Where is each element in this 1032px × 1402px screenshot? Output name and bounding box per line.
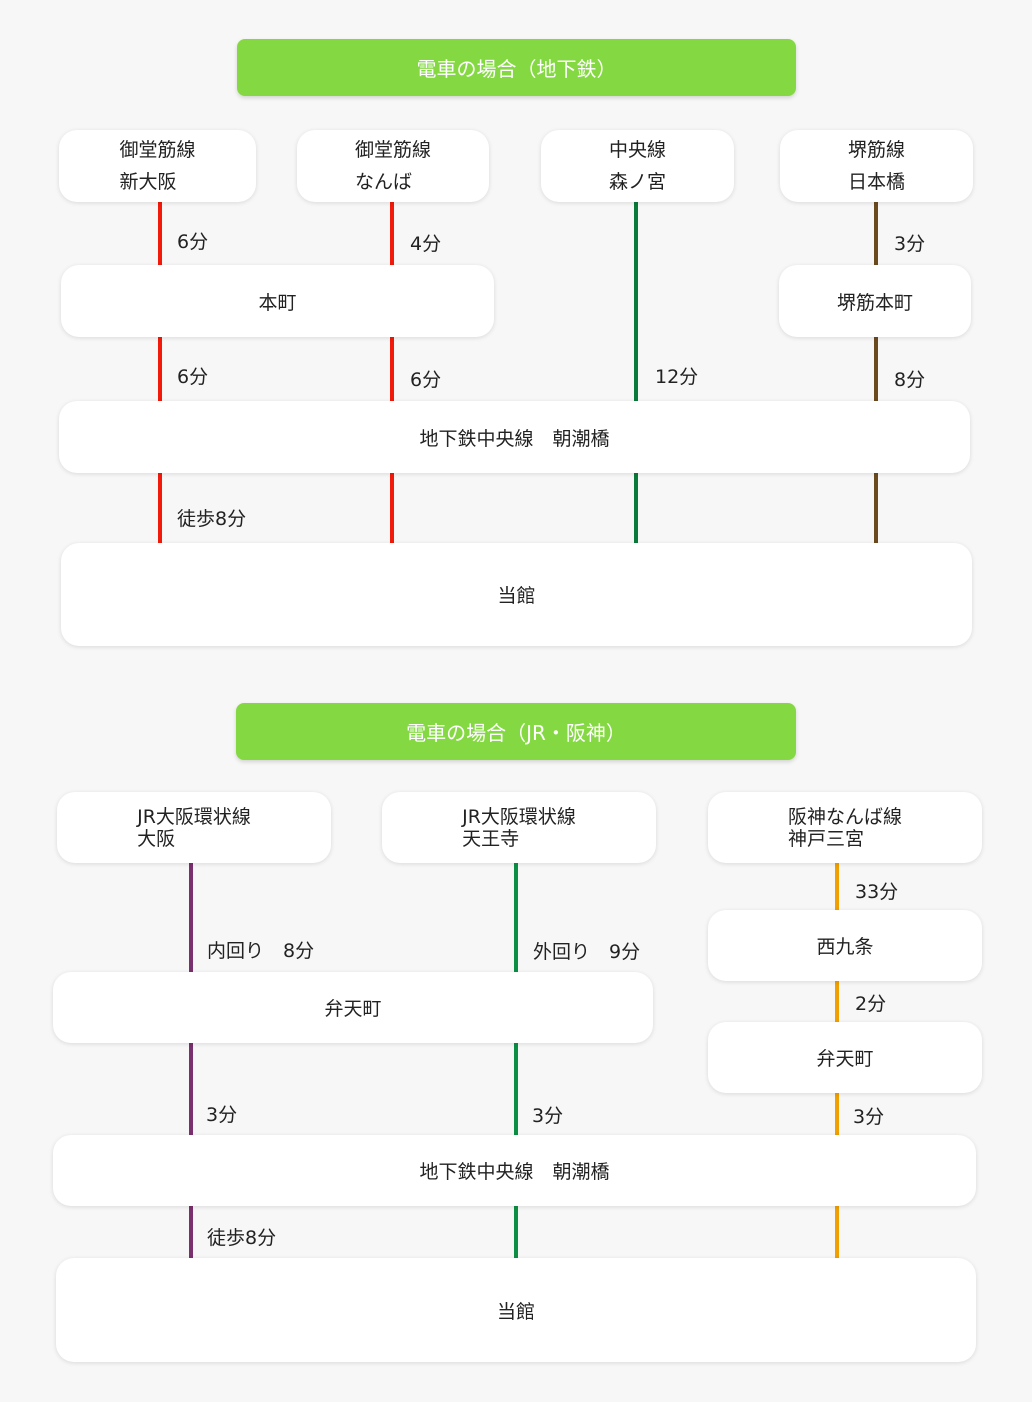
origin-shinosaka: 御堂筋線 新大阪 xyxy=(59,130,256,202)
station-honmachi: 本町 xyxy=(61,265,494,337)
station-sakaisuji-honmachi: 堺筋本町 xyxy=(779,265,971,337)
time-label: 3分 xyxy=(894,233,926,255)
jr-loop-outer-line xyxy=(514,863,518,1258)
station-bentencho-hanshin: 弁天町 xyxy=(708,1022,982,1093)
time-label: 2分 xyxy=(855,993,887,1015)
midosuji-line-shinosaka xyxy=(158,202,162,543)
time-label: 12分 xyxy=(655,366,699,388)
station-bentencho: 弁天町 xyxy=(53,972,653,1043)
station-name: 天王寺 xyxy=(462,827,520,850)
line-name: JR大阪環状線 xyxy=(137,805,251,828)
station-name: 日本橋 xyxy=(847,171,905,193)
station-name: 大阪 xyxy=(137,827,176,850)
time-label: 3分 xyxy=(532,1105,564,1127)
line-name: 御堂筋線 xyxy=(119,139,196,161)
origin-kobe-sannomiya: 阪神なんば線 神戸三宮 xyxy=(708,792,982,863)
line-name: 阪神なんば線 xyxy=(787,805,902,828)
station-name: 新大阪 xyxy=(119,171,177,193)
walk-time-label: 徒歩8分 xyxy=(207,1227,277,1249)
line-name: 堺筋線 xyxy=(847,139,905,161)
station-name: 神戸三宮 xyxy=(787,827,864,850)
time-label: 3分 xyxy=(206,1104,238,1126)
time-label: 6分 xyxy=(177,366,209,388)
origin-namba: 御堂筋線 なんば xyxy=(297,130,489,202)
destination: 当館 xyxy=(56,1258,976,1362)
station-name: 森ノ宮 xyxy=(608,171,666,193)
sakaisuji-line xyxy=(874,202,878,543)
origin-tennoji: JR大阪環状線 天王寺 xyxy=(382,792,656,863)
origin-osaka: JR大阪環状線 大阪 xyxy=(57,792,331,863)
time-label: 33分 xyxy=(855,881,899,903)
line-name: 御堂筋線 xyxy=(354,139,431,161)
time-label: 8分 xyxy=(894,369,926,391)
midosuji-line-namba xyxy=(390,202,394,543)
station-asashiobashi: 地下鉄中央線 朝潮橋 xyxy=(59,401,970,473)
time-label: 4分 xyxy=(410,233,442,255)
walk-time-label: 徒歩8分 xyxy=(177,508,247,530)
time-label: 3分 xyxy=(853,1106,885,1128)
subway-section-title: 電車の場合（地下鉄） xyxy=(237,39,796,96)
station-asashiobashi: 地下鉄中央線 朝潮橋 xyxy=(53,1135,976,1206)
time-label: 内回り 8分 xyxy=(207,940,315,962)
time-label: 外回り 9分 xyxy=(533,941,641,963)
jr-loop-inner-line xyxy=(189,863,193,1258)
origin-morinomiya: 中央線 森ノ宮 xyxy=(541,130,734,202)
chuo-line xyxy=(634,202,638,543)
line-name: 中央線 xyxy=(608,139,666,161)
destination: 当館 xyxy=(61,543,972,646)
time-label: 6分 xyxy=(177,231,209,253)
station-name: なんば xyxy=(354,171,412,193)
jr-section-title: 電車の場合（JR・阪神） xyxy=(236,703,796,760)
station-nishikujo: 西九条 xyxy=(708,910,982,981)
line-name: JR大阪環状線 xyxy=(462,805,576,828)
time-label: 6分 xyxy=(410,369,442,391)
origin-nipponbashi: 堺筋線 日本橋 xyxy=(780,130,973,202)
